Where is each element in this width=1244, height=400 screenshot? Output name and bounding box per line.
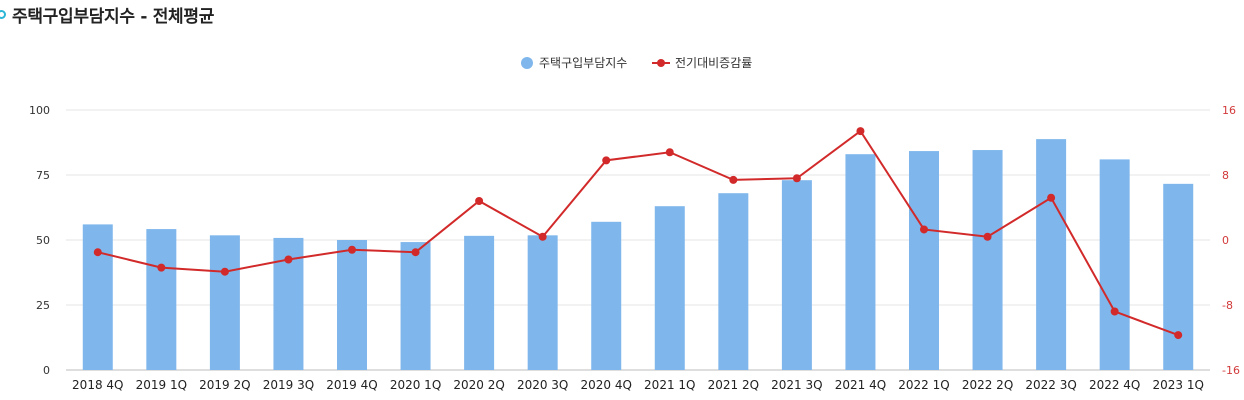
bar[interactable] bbox=[654, 206, 685, 370]
line-point[interactable] bbox=[348, 245, 356, 254]
bar[interactable] bbox=[1036, 139, 1067, 370]
bar[interactable] bbox=[718, 193, 749, 370]
bar[interactable] bbox=[1099, 159, 1130, 370]
y-left-tick-label: 75 bbox=[36, 169, 50, 182]
chart-header: 주택구입부담지수 - 전체평균 bbox=[0, 0, 214, 28]
x-tick-label: 2020 2Q bbox=[453, 378, 504, 392]
x-tick-label: 2020 1Q bbox=[390, 378, 441, 392]
line-point[interactable] bbox=[729, 175, 738, 184]
y-right-tick-label: 8 bbox=[1222, 169, 1229, 182]
bar[interactable] bbox=[845, 154, 876, 370]
line-point[interactable] bbox=[1174, 331, 1183, 340]
ring-bullet-icon bbox=[0, 9, 6, 19]
x-tick-label: 2022 2Q bbox=[962, 378, 1013, 392]
line-point[interactable] bbox=[157, 263, 166, 272]
x-tick-label: 2019 1Q bbox=[136, 378, 187, 392]
bar[interactable] bbox=[337, 240, 367, 370]
line-point[interactable] bbox=[1110, 307, 1119, 316]
x-tick-label: 2021 1Q bbox=[644, 378, 695, 392]
bar[interactable] bbox=[209, 235, 240, 370]
bar[interactable] bbox=[146, 229, 177, 370]
x-tick-label: 2021 3Q bbox=[771, 378, 822, 392]
bar[interactable] bbox=[400, 242, 431, 370]
legend-label-line: 전기대비증감률 bbox=[675, 56, 752, 70]
bar[interactable] bbox=[527, 235, 558, 370]
y-right-tick-label: 16 bbox=[1222, 104, 1236, 117]
line-point[interactable] bbox=[920, 225, 928, 234]
x-tick-label: 2023 1Q bbox=[1153, 378, 1204, 392]
x-tick-label: 2018 4Q bbox=[72, 378, 123, 392]
x-tick-label: 2019 2Q bbox=[199, 378, 250, 392]
legend-swatch-bar bbox=[521, 57, 533, 69]
x-tick-label: 2020 3Q bbox=[517, 378, 568, 392]
y-right-tick-label: -8 bbox=[1222, 299, 1233, 312]
y-left-tick-label: 50 bbox=[36, 234, 50, 247]
bar[interactable] bbox=[82, 224, 113, 370]
y-right-tick-label: 0 bbox=[1222, 234, 1229, 247]
line-point[interactable] bbox=[792, 174, 801, 183]
line-point[interactable] bbox=[1047, 193, 1056, 202]
legend-label-bar: 주택구입부담지수 bbox=[539, 56, 627, 70]
line-point[interactable] bbox=[665, 148, 674, 157]
x-tick-label: 2020 4Q bbox=[581, 378, 632, 392]
chart-title: 주택구입부담지수 - 전체평균 bbox=[12, 6, 215, 27]
line-point[interactable] bbox=[602, 156, 611, 165]
line-point[interactable] bbox=[93, 248, 102, 257]
x-tick-label: 2019 3Q bbox=[263, 378, 314, 392]
x-tick-label: 2021 4Q bbox=[835, 378, 886, 392]
bar[interactable] bbox=[972, 150, 1003, 370]
line-point[interactable] bbox=[856, 127, 865, 136]
bar[interactable] bbox=[464, 235, 495, 370]
legend-swatch-line-dot bbox=[657, 59, 665, 67]
line-point[interactable] bbox=[220, 267, 229, 276]
bar[interactable] bbox=[1163, 183, 1194, 370]
y-right-tick-label: -16 bbox=[1222, 364, 1240, 377]
series-line bbox=[97, 129, 1179, 337]
bar[interactable] bbox=[909, 151, 939, 370]
line-point[interactable] bbox=[538, 232, 547, 241]
bar[interactable] bbox=[591, 221, 622, 370]
line-point[interactable] bbox=[983, 232, 992, 241]
y-left-tick-label: 100 bbox=[29, 104, 50, 117]
x-tick-label: 2022 4Q bbox=[1089, 378, 1140, 392]
x-tick-label: 2019 4Q bbox=[326, 378, 377, 392]
y-left-tick-label: 0 bbox=[43, 364, 50, 377]
x-tick-label: 2022 1Q bbox=[898, 378, 949, 392]
line-point[interactable] bbox=[284, 255, 293, 264]
y-left-tick-label: 25 bbox=[36, 299, 50, 312]
bar[interactable] bbox=[781, 180, 812, 370]
line-point[interactable] bbox=[475, 197, 484, 205]
line-point[interactable] bbox=[411, 248, 420, 257]
x-tick-label: 2021 2Q bbox=[708, 378, 759, 392]
x-tick-label: 2022 3Q bbox=[1025, 378, 1076, 392]
